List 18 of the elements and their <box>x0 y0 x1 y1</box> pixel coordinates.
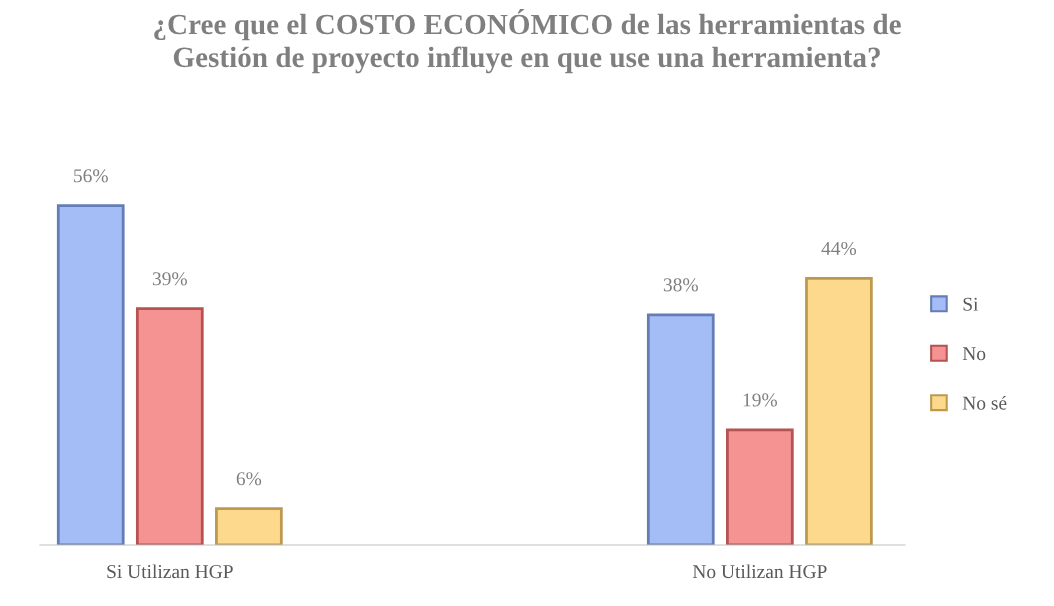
data-label: 44% <box>821 241 857 256</box>
bar <box>135 307 204 545</box>
legend-label: Si <box>963 297 979 311</box>
data-label: 38% <box>663 278 698 292</box>
bar <box>646 313 715 545</box>
x-tick-label: No Utilizan HGP <box>692 564 827 579</box>
legend-label: No <box>962 347 986 361</box>
data-label: 6% <box>236 472 262 486</box>
bar <box>215 507 283 545</box>
data-label: 56% <box>74 169 108 183</box>
legend-label: No sé <box>962 395 1007 410</box>
data-label: 19% <box>743 393 778 407</box>
data-label: 39% <box>152 272 187 286</box>
bar <box>726 428 794 545</box>
bar <box>56 204 125 545</box>
x-tick-label: Si Utilizan HGP <box>107 564 233 579</box>
chart-title: ¿Cree que el COSTO ECONÓMICO de las herramientas de Gestión de proyecto influye en que use una herramienta? <box>154 9 901 74</box>
bar <box>805 277 873 545</box>
